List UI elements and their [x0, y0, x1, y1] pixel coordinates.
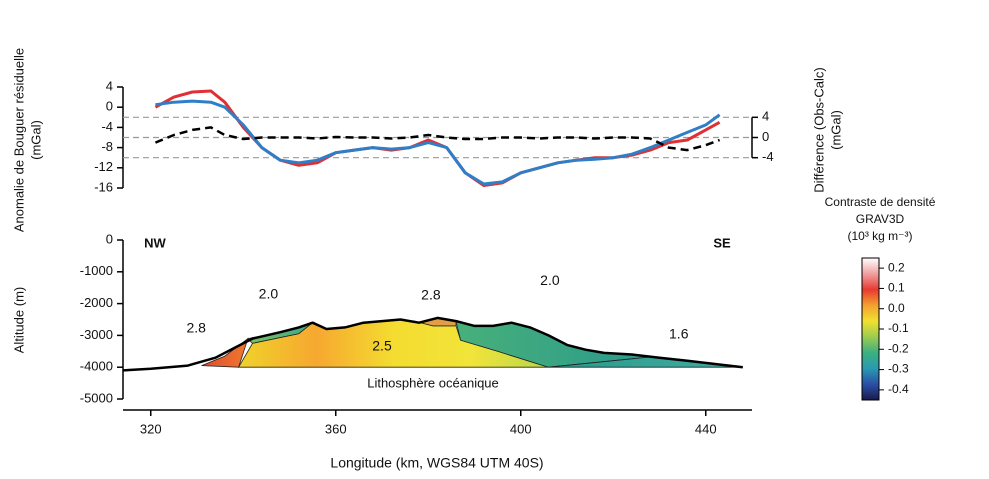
colorbar-title: (10³ kg m⁻³) [847, 229, 912, 243]
y-tick-label: 0 [106, 99, 113, 114]
body-label: 2.8 [421, 287, 441, 303]
y-tick-label: -16 [94, 179, 113, 194]
x-axis-label: Longitude (km, WGS84 UTM 40S) [330, 455, 543, 471]
y2-axis-label: (mGal) [828, 110, 843, 150]
y-tick-label: -1000 [80, 263, 113, 278]
topography-line [122, 316, 743, 372]
x-tick-label: 320 [140, 421, 162, 436]
x-tick-label: 440 [695, 421, 717, 436]
y2-tick-label: 4 [762, 109, 769, 124]
y-tick-label: -8 [101, 139, 113, 154]
colorbar-title: Contraste de densité [825, 195, 936, 209]
colorbar-tick-label: 0.0 [888, 301, 905, 315]
colorbar-tick-label: 0.1 [888, 281, 905, 295]
body-label: 2.5 [372, 337, 392, 353]
colorbar [861, 257, 880, 401]
y-tick-label: -2000 [80, 295, 113, 310]
colorbar-tick-label: -0.4 [888, 382, 909, 396]
body-label: 2.8 [186, 319, 206, 335]
y-axis-label: Altitude (m) [11, 287, 26, 353]
annotation: NW [144, 235, 166, 250]
colorbar-tick-label: 0.2 [888, 260, 905, 274]
y2-axis-label: Différence (Obs-Calc) [811, 67, 826, 192]
x-tick-label: 360 [325, 421, 347, 436]
data-line [154, 126, 721, 152]
body-label: 2.0 [259, 285, 279, 301]
y-tick-label: -12 [94, 159, 113, 174]
colorbar-title: GRAV3D [856, 212, 905, 226]
annotation: Lithosphère océanique [367, 375, 499, 390]
y-axis-label: Anomalie de Bouguer résiduelle [11, 48, 26, 232]
y-tick-label: -4 [101, 119, 113, 134]
data-line [155, 99, 721, 186]
y-tick-label: -4000 [80, 359, 113, 374]
annotation: SE [713, 235, 731, 250]
x-tick-label: 400 [510, 421, 532, 436]
y-axis-label: (mGal) [28, 120, 43, 160]
y-tick-label: -3000 [80, 327, 113, 342]
colorbar-tick-label: -0.3 [888, 362, 909, 376]
y-tick-label: -5000 [80, 390, 113, 405]
y-tick-label: 0 [106, 231, 113, 246]
y-tick-label: 4 [106, 78, 113, 93]
colorbar-tick-label: -0.1 [888, 321, 909, 335]
body-label: 2.0 [540, 272, 560, 288]
colorbar-tick-label: -0.2 [888, 341, 909, 355]
y2-tick-label: -4 [762, 149, 774, 164]
y2-tick-label: 0 [762, 129, 769, 144]
body-label: 1.6 [669, 326, 689, 342]
